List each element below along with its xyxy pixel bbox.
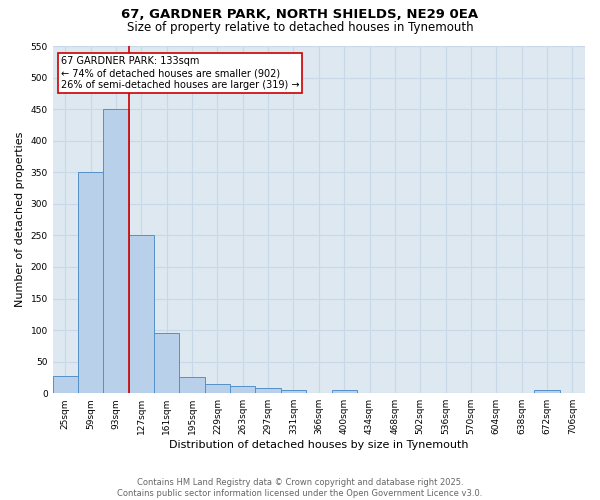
Bar [205,384,230,393]
X-axis label: Distribution of detached houses by size in Tynemouth: Distribution of detached houses by size … [169,440,469,450]
Y-axis label: Number of detached properties: Number of detached properties [15,132,25,308]
Bar [103,109,129,393]
Bar [256,388,281,393]
Bar [332,390,357,393]
Text: 67 GARDNER PARK: 133sqm
← 74% of detached houses are smaller (902)
26% of semi-d: 67 GARDNER PARK: 133sqm ← 74% of detache… [61,56,299,90]
Bar [154,333,179,393]
Bar [230,386,256,393]
Text: Contains HM Land Registry data © Crown copyright and database right 2025.
Contai: Contains HM Land Registry data © Crown c… [118,478,482,498]
Bar [535,390,560,393]
Text: Size of property relative to detached houses in Tynemouth: Size of property relative to detached ho… [127,21,473,34]
Bar [78,172,103,393]
Text: 67, GARDNER PARK, NORTH SHIELDS, NE29 0EA: 67, GARDNER PARK, NORTH SHIELDS, NE29 0E… [121,8,479,20]
Bar [281,390,306,393]
Bar [53,376,78,393]
Bar [129,236,154,393]
Bar [179,378,205,393]
